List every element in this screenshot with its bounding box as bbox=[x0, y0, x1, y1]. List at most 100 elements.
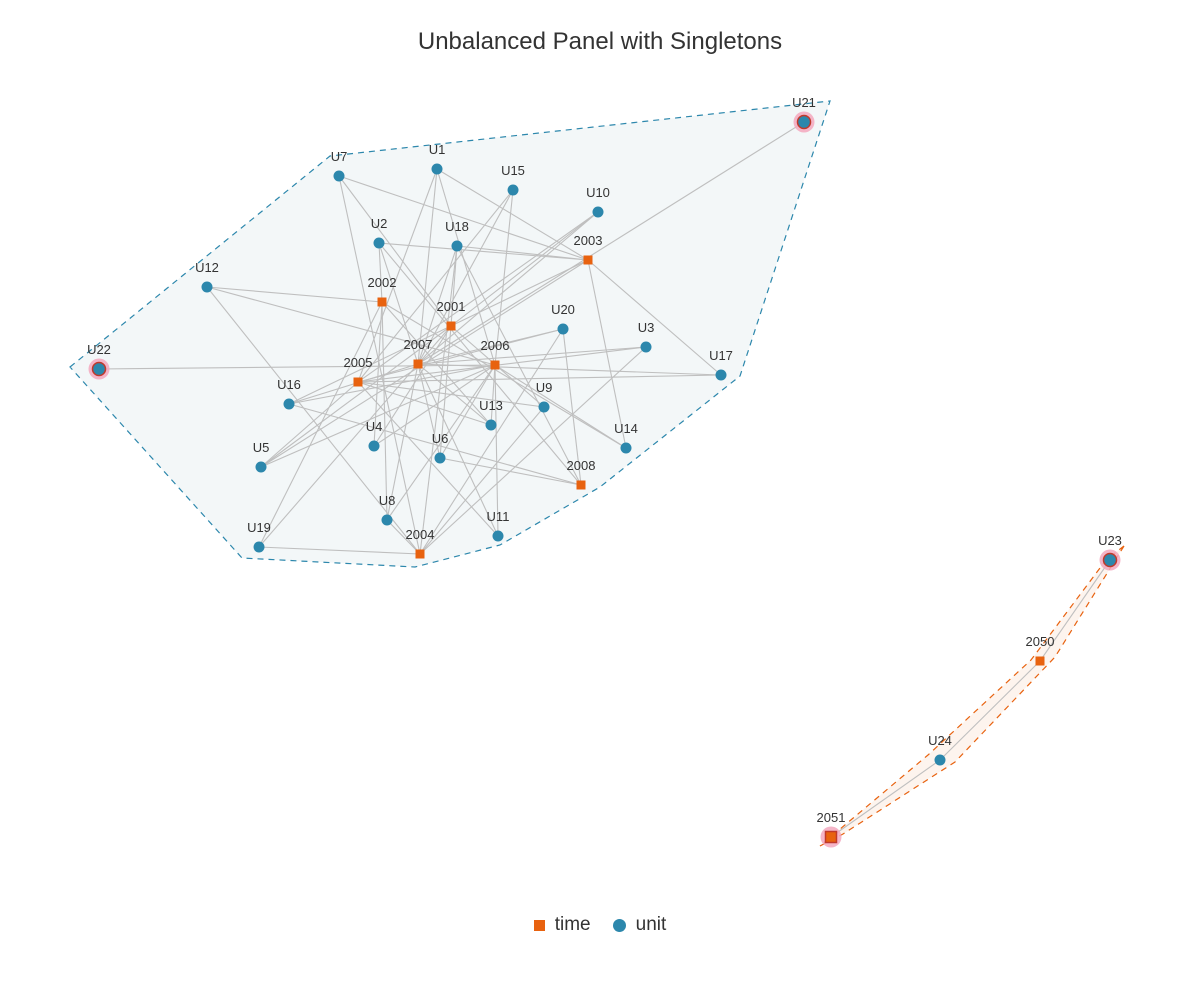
label-layer: U1 U2 U3 U4 U5 U6 U7 U8 U9 U10 U11 U12 U13 U14 U15 U16 U… bbox=[87, 95, 1122, 825]
node-U24[interactable] bbox=[934, 754, 946, 766]
edge-U16-2008 bbox=[288, 403, 582, 486]
node-U19[interactable] bbox=[253, 541, 265, 553]
node-U6[interactable] bbox=[434, 452, 446, 464]
node-U20[interactable] bbox=[557, 323, 569, 335]
edge-U4-2001 bbox=[373, 325, 452, 447]
edge-U24-2051 bbox=[830, 759, 941, 838]
unit-circle-icon bbox=[612, 918, 626, 932]
node-U10[interactable] bbox=[592, 206, 604, 218]
node-U21[interactable] bbox=[796, 114, 812, 130]
edge-U13-2002 bbox=[381, 301, 492, 426]
edge-U3-2005 bbox=[357, 346, 647, 383]
node-U12[interactable] bbox=[201, 281, 213, 293]
node-U7[interactable] bbox=[333, 170, 345, 182]
node-label-2051: 2051 bbox=[817, 810, 846, 825]
node-2008[interactable] bbox=[576, 480, 586, 490]
node-U3[interactable] bbox=[640, 341, 652, 353]
node-label-2006: 2006 bbox=[481, 338, 510, 353]
edge-U11-2007 bbox=[417, 363, 499, 537]
chart-title: Unbalanced Panel with Singletons bbox=[417, 28, 783, 55]
edge-U8-2007 bbox=[386, 363, 419, 521]
edge-U13-2007 bbox=[417, 363, 492, 426]
node-U14[interactable] bbox=[620, 442, 632, 454]
node-label-U20: U20 bbox=[551, 302, 575, 317]
edge-U2-2008 bbox=[378, 242, 582, 486]
edge-U19-2002 bbox=[258, 301, 383, 548]
node-U9[interactable] bbox=[538, 401, 550, 413]
edge-U22-2006 bbox=[98, 364, 496, 370]
node-U22[interactable] bbox=[91, 361, 107, 377]
legend-item-unit[interactable]: unit bbox=[612, 914, 667, 936]
node-U18[interactable] bbox=[451, 240, 463, 252]
edge-U18-2004 bbox=[419, 245, 458, 555]
node-label-2008: 2008 bbox=[567, 458, 596, 473]
node-U16[interactable] bbox=[283, 398, 295, 410]
legend-item-time[interactable]: time bbox=[533, 914, 591, 936]
edge-U1-2006 bbox=[436, 168, 496, 366]
edge-U24-2050 bbox=[939, 660, 1041, 761]
node-2005[interactable] bbox=[353, 377, 363, 387]
node-U15[interactable] bbox=[507, 184, 519, 196]
edge-U12-2006 bbox=[206, 286, 496, 366]
edge-U9-2004 bbox=[419, 406, 545, 555]
node-label-U8: U8 bbox=[379, 493, 396, 508]
node-2001[interactable] bbox=[446, 321, 456, 331]
node-U17[interactable] bbox=[715, 369, 727, 381]
node-label-2050: 2050 bbox=[1026, 634, 1055, 649]
node-layer bbox=[91, 114, 1118, 844]
node-U13[interactable] bbox=[485, 419, 497, 431]
edge-U10-2005 bbox=[357, 211, 599, 383]
edge-U20-2005 bbox=[357, 328, 564, 383]
node-label-2005: 2005 bbox=[344, 355, 373, 370]
edge-U5-2003 bbox=[260, 259, 589, 468]
edge-U12-2004 bbox=[206, 286, 421, 555]
legend: time unit bbox=[0, 914, 1200, 936]
edge-U16-2006 bbox=[288, 364, 496, 405]
edge-U15-2005 bbox=[357, 189, 514, 383]
node-2051[interactable] bbox=[824, 830, 838, 844]
node-label-2002: 2002 bbox=[368, 275, 397, 290]
edge-U5-2006 bbox=[260, 364, 496, 468]
edge-U1-2003 bbox=[436, 168, 589, 261]
node-2002[interactable] bbox=[377, 297, 387, 307]
node-U11[interactable] bbox=[492, 530, 504, 542]
edge-U5-2001 bbox=[260, 325, 452, 468]
edge-U1-2007 bbox=[417, 168, 438, 365]
node-2050[interactable] bbox=[1035, 656, 1045, 666]
node-U2[interactable] bbox=[373, 237, 385, 249]
node-label-U6: U6 bbox=[432, 431, 449, 446]
node-U5[interactable] bbox=[255, 461, 267, 473]
edge-U7-2001 bbox=[338, 175, 452, 327]
edge-U21-2007 bbox=[417, 121, 805, 365]
edge-U17-2003 bbox=[587, 259, 722, 376]
node-label-U11: U11 bbox=[487, 509, 510, 524]
node-label-2007: 2007 bbox=[404, 337, 433, 352]
node-label-U5: U5 bbox=[253, 440, 270, 455]
edge-U18-2001 bbox=[450, 245, 458, 327]
node-2003[interactable] bbox=[583, 255, 593, 265]
node-2007[interactable] bbox=[413, 359, 423, 369]
edge-U18-2007 bbox=[417, 245, 458, 365]
edge-U7-2003 bbox=[338, 175, 589, 261]
node-U8[interactable] bbox=[381, 514, 393, 526]
node-2006[interactable] bbox=[490, 360, 500, 370]
edge-U14-2002 bbox=[381, 301, 627, 449]
node-2004[interactable] bbox=[415, 549, 425, 559]
node-label-U24: U24 bbox=[928, 733, 952, 748]
node-label-U18: U18 bbox=[445, 219, 469, 234]
node-label-U3: U3 bbox=[638, 320, 655, 335]
edge-U10-2001 bbox=[450, 211, 599, 327]
node-label-U10: U10 bbox=[586, 185, 610, 200]
legend-label-unit: unit bbox=[635, 914, 667, 935]
node-U4[interactable] bbox=[368, 440, 380, 452]
edge-U11-2006 bbox=[494, 364, 499, 537]
node-U1[interactable] bbox=[431, 163, 443, 175]
node-label-U4: U4 bbox=[366, 419, 383, 434]
edge-U15-2007 bbox=[417, 189, 514, 365]
edge-U23-2050 bbox=[1039, 559, 1111, 662]
edge-U17-2007 bbox=[417, 363, 722, 376]
node-label-U13: U13 bbox=[479, 398, 503, 413]
node-U23[interactable] bbox=[1102, 552, 1118, 568]
edge-U11-2005 bbox=[357, 381, 499, 537]
